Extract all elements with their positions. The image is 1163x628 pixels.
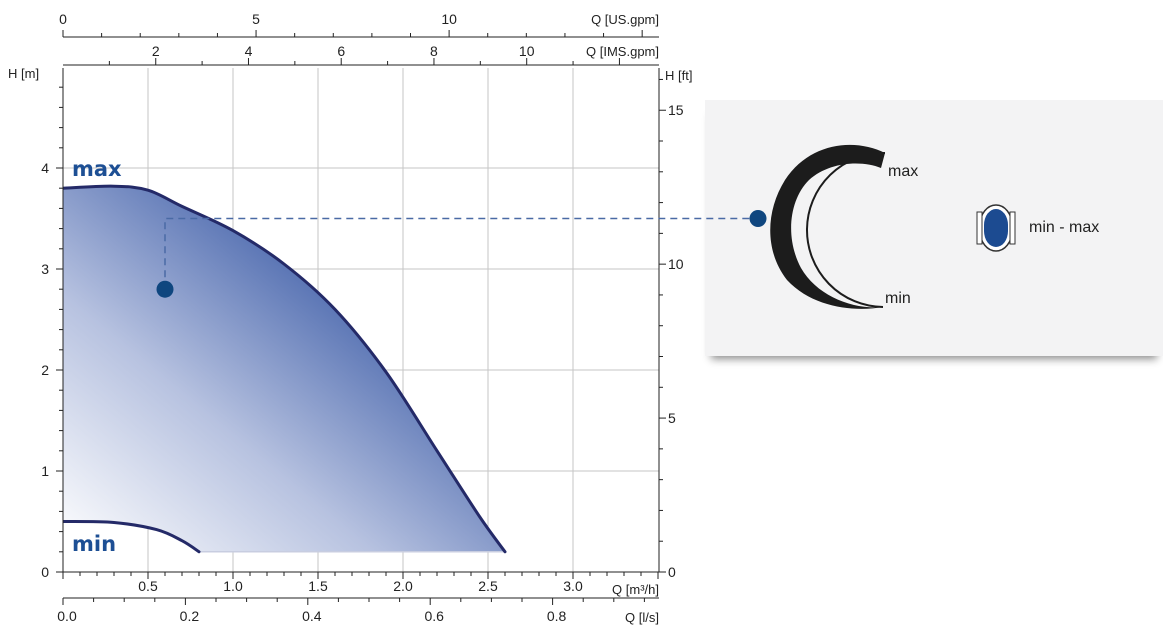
x-m3h-tick-label: 2.5 bbox=[478, 578, 498, 594]
arc-max-label: max bbox=[888, 163, 918, 180]
x-bottom-ls-unit: Q [l/s] bbox=[625, 610, 659, 625]
x-imsgpm-tick-label: 4 bbox=[245, 43, 253, 59]
x-m3h-tick-label: 3.0 bbox=[563, 578, 583, 594]
x-ls-tick-label: 0.6 bbox=[424, 608, 444, 624]
x-top-imsgpm-unit: Q [IMS.gpm] bbox=[586, 44, 659, 59]
x-m3h-tick-label: 0.5 bbox=[138, 578, 158, 594]
y-ft-tick-label: 15 bbox=[668, 102, 684, 118]
y-ft-tick-label: 5 bbox=[668, 410, 676, 426]
y-m-tick-label: 1 bbox=[41, 463, 49, 479]
axis-tick-labels: 0.5 1.0 1.5 2.0 2.5 3.00.0 0.2 0.4 0.6 0.80 5 102 4 6… bbox=[41, 11, 684, 624]
x-ls-tick-label: 0.0 bbox=[57, 608, 77, 624]
x-usgpm-tick-label: 0 bbox=[59, 11, 67, 27]
x-ls-tick-label: 0.2 bbox=[180, 608, 200, 624]
min-curve bbox=[63, 520, 201, 554]
y-m-tick-label: 2 bbox=[41, 362, 49, 378]
setting-arc-thin bbox=[806, 151, 886, 308]
setting-legend: max min min - max bbox=[770, 144, 1099, 309]
setting-range-label: min - max bbox=[1029, 219, 1099, 236]
x-usgpm-tick-label: 5 bbox=[252, 11, 260, 27]
y-right-unit: H [ft] bbox=[665, 68, 692, 83]
y-m-tick-label: 0 bbox=[41, 564, 49, 580]
y-ft-tick-label: 0 bbox=[668, 564, 676, 580]
min-curve-label: min bbox=[72, 532, 116, 556]
x-ls-tick-label: 0.4 bbox=[302, 608, 322, 624]
x-bottom-m3h-unit: Q [m³/h] bbox=[612, 582, 659, 597]
x-imsgpm-tick-label: 10 bbox=[519, 43, 535, 59]
setting-knob-icon bbox=[976, 204, 1016, 252]
x-m3h-tick-label: 1.0 bbox=[223, 578, 243, 594]
setting-panel: max min min - max bbox=[705, 100, 1163, 356]
plot-frame bbox=[62, 36, 660, 599]
x-imsgpm-tick-label: 6 bbox=[337, 43, 345, 59]
max-curve-label: max bbox=[72, 157, 122, 181]
operating-area bbox=[63, 184, 507, 554]
x-usgpm-tick-label: 10 bbox=[441, 11, 457, 27]
y-ft-tick-label: 10 bbox=[668, 256, 684, 272]
y-m-tick-label: 4 bbox=[41, 160, 49, 176]
x-m3h-tick-label: 2.0 bbox=[393, 578, 413, 594]
y-m-tick-label: 3 bbox=[41, 261, 49, 277]
y-left-unit: H [m] bbox=[8, 66, 39, 81]
x-ls-tick-label: 0.8 bbox=[547, 608, 567, 624]
x-imsgpm-tick-label: 2 bbox=[152, 43, 160, 59]
x-imsgpm-tick-label: 8 bbox=[430, 43, 438, 59]
x-top-usgpm-unit: Q [US.gpm] bbox=[591, 12, 659, 27]
arc-min-label: min bbox=[885, 290, 911, 307]
setting-arc-thick bbox=[770, 144, 885, 309]
operating-area-fill bbox=[63, 186, 505, 552]
x-m3h-tick-label: 1.5 bbox=[308, 578, 328, 594]
